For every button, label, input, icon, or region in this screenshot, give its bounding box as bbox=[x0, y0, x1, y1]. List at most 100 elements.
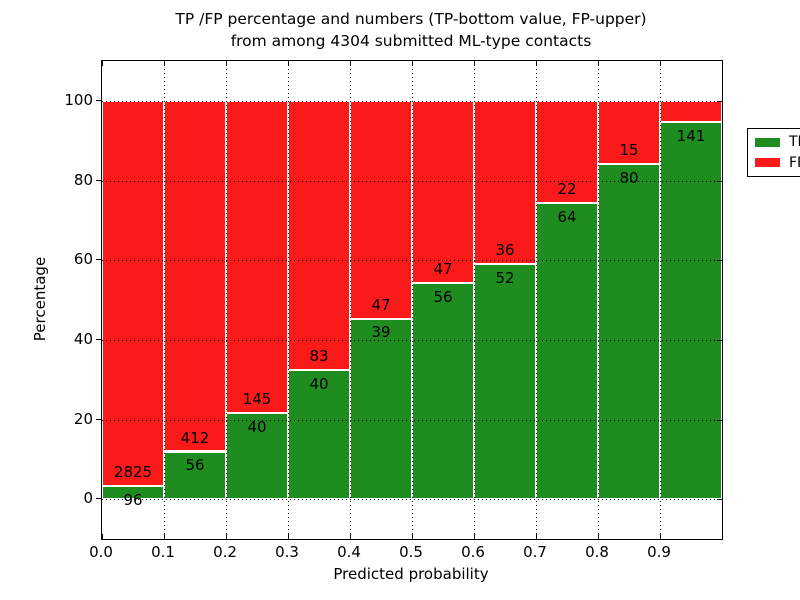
chart-title: TP /FP percentage and numbers (TP-bottom… bbox=[101, 8, 721, 52]
x-tick-label: 0.1 bbox=[151, 543, 175, 561]
fp-count-label: 47 bbox=[433, 259, 453, 278]
y-tick-right bbox=[717, 339, 722, 341]
tp-count-label: 56 bbox=[433, 287, 453, 306]
x-tick-bottom bbox=[102, 534, 103, 539]
legend-label-fp: FP bbox=[789, 154, 800, 171]
fp-count-label: 83 bbox=[309, 346, 329, 365]
fp-count-label: 15 bbox=[619, 140, 639, 159]
bar-fp-segment bbox=[350, 100, 412, 319]
tp-count-label: 80 bbox=[619, 168, 639, 187]
bar-tp-segment bbox=[660, 122, 722, 500]
y-tick-left bbox=[96, 259, 101, 261]
bar-tp-segment bbox=[288, 369, 350, 500]
h-gridline bbox=[102, 260, 722, 262]
y-tick-right bbox=[717, 180, 722, 182]
y-tick-left bbox=[96, 99, 101, 101]
x-tick-bottom bbox=[350, 534, 351, 539]
tp-swatch bbox=[755, 137, 780, 147]
x-tick-top bbox=[660, 61, 661, 66]
x-tick-label: 0.7 bbox=[523, 543, 547, 561]
legend-item-tp: TP bbox=[748, 135, 800, 149]
x-tick-bottom bbox=[598, 534, 599, 539]
bar-fp-segment bbox=[102, 100, 164, 487]
x-tick-bottom bbox=[474, 534, 475, 539]
y-tick-label: 40 bbox=[73, 329, 93, 348]
legend-item-fp: FP bbox=[748, 156, 800, 170]
x-tick-label: 0.0 bbox=[89, 543, 113, 561]
tp-count-label: 56 bbox=[185, 456, 205, 475]
fp-count-label: 47 bbox=[371, 295, 391, 314]
h-gridline bbox=[102, 100, 722, 102]
legend: TP FP bbox=[747, 128, 800, 177]
tp-count-label: 40 bbox=[309, 374, 329, 393]
y-tick-label: 60 bbox=[73, 250, 93, 269]
x-tick-label: 0.6 bbox=[461, 543, 485, 561]
y-tick-right bbox=[717, 499, 722, 501]
y-tick-left bbox=[96, 338, 101, 340]
x-tick-bottom bbox=[226, 534, 227, 539]
chart-title-line1: TP /FP percentage and numbers (TP-bottom… bbox=[175, 10, 647, 28]
bar-tp-segment bbox=[536, 202, 598, 500]
y-tick-label: 20 bbox=[73, 409, 93, 428]
fp-count-label: 145 bbox=[242, 390, 272, 409]
tp-count-label: 40 bbox=[247, 417, 267, 436]
h-gridline bbox=[102, 339, 722, 341]
bar-fp-segment bbox=[288, 100, 350, 370]
h-gridline bbox=[102, 499, 722, 501]
x-tick-top bbox=[226, 61, 227, 66]
x-tick-top bbox=[598, 61, 599, 66]
bar-tp-segment bbox=[350, 318, 412, 500]
y-tick-label: 100 bbox=[64, 90, 93, 109]
x-tick-bottom bbox=[288, 534, 289, 539]
bar-tp-segment bbox=[102, 486, 164, 500]
y-tick-right bbox=[717, 100, 722, 102]
x-tick-top bbox=[164, 61, 165, 66]
bar-tp-segment bbox=[164, 451, 226, 500]
h-gridline bbox=[102, 180, 722, 182]
v-gridline bbox=[598, 61, 599, 539]
x-tick-label: 0.9 bbox=[647, 543, 671, 561]
x-tick-bottom bbox=[660, 534, 661, 539]
bar-fp-segment bbox=[412, 100, 474, 283]
fp-swatch bbox=[755, 158, 780, 168]
h-gridline bbox=[102, 419, 722, 421]
tp-count-label: 141 bbox=[676, 127, 706, 146]
x-tick-top bbox=[536, 61, 537, 66]
v-gridline bbox=[474, 61, 475, 539]
v-gridline bbox=[288, 61, 289, 539]
bar-fp-segment bbox=[660, 100, 722, 123]
x-tick-top bbox=[474, 61, 475, 66]
x-tick-top bbox=[102, 61, 103, 66]
x-tick-label: 0.3 bbox=[275, 543, 299, 561]
tp-count-label: 64 bbox=[557, 207, 577, 226]
x-tick-label: 0.5 bbox=[399, 543, 423, 561]
fp-count-label: 2825 bbox=[113, 463, 153, 482]
x-tick-bottom bbox=[536, 534, 537, 539]
chart-title-line2: from among 4304 submitted ML-type contac… bbox=[230, 32, 592, 50]
x-tick-top bbox=[722, 61, 723, 66]
tp-count-label: 39 bbox=[371, 323, 391, 342]
bar-fp-segment bbox=[226, 100, 288, 414]
v-gridline bbox=[660, 61, 661, 539]
bar-tp-segment bbox=[598, 163, 660, 500]
x-tick-top bbox=[350, 61, 351, 66]
y-tick-left bbox=[96, 498, 101, 500]
fp-count-label: 412 bbox=[180, 428, 210, 447]
fp-count-label: 36 bbox=[495, 240, 515, 259]
x-tick-label: 0.8 bbox=[585, 543, 609, 561]
x-tick-label: 0.4 bbox=[337, 543, 361, 561]
x-tick-bottom bbox=[412, 534, 413, 539]
y-tick-left bbox=[96, 179, 101, 181]
y-axis-label: Percentage bbox=[31, 256, 49, 342]
v-gridline bbox=[350, 61, 351, 539]
legend-label-tp: TP bbox=[789, 134, 800, 151]
bar-tp-segment bbox=[412, 282, 474, 500]
y-tick-label: 0 bbox=[83, 489, 93, 508]
x-tick-top bbox=[412, 61, 413, 66]
y-tick-right bbox=[717, 260, 722, 262]
v-gridline bbox=[226, 61, 227, 539]
tp-count-label: 52 bbox=[495, 268, 515, 287]
v-gridline bbox=[412, 61, 413, 539]
v-gridline bbox=[536, 61, 537, 539]
